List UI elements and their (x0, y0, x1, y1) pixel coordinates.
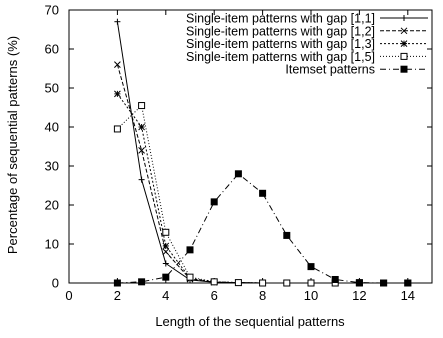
y-tick-label: 30 (45, 159, 59, 174)
data-point (259, 189, 267, 197)
legend-entry: Single-item patterns with gap [1,2] (186, 24, 428, 38)
data-point (113, 279, 121, 287)
data-point (210, 278, 218, 286)
series-line (116, 93, 408, 284)
data-point (331, 275, 339, 283)
legend-entry: Single-item patterns with gap [1,5] (186, 50, 428, 64)
x-tick-label: 6 (211, 288, 218, 303)
data-point (307, 279, 315, 287)
x-tick-label: 2 (114, 288, 121, 303)
data-point (113, 125, 121, 133)
data-point (162, 260, 169, 267)
legend-marker (401, 15, 407, 21)
legend-label: Itemset patterns (285, 63, 375, 77)
legend-label: Single-item patterns with gap [1,1] (186, 12, 375, 26)
data-point (234, 279, 242, 287)
data-point (186, 246, 194, 254)
data-point (210, 198, 218, 206)
y-axis-title: Percentage of sequential patterns (%) (5, 36, 20, 254)
series-line (116, 64, 408, 284)
series-group (113, 18, 412, 287)
legend-label: Single-item patterns with gap [1,3] (186, 37, 375, 51)
data-point (186, 273, 194, 281)
y-tick-label: 50 (45, 81, 59, 96)
x-tick-label: 4 (162, 288, 169, 303)
y-tick-label: 70 (45, 3, 59, 18)
data-point (404, 279, 412, 287)
x-axis-title: Length of the sequential patterns (155, 314, 345, 329)
data-point (283, 279, 291, 287)
data-point (114, 18, 121, 25)
y-tick-label: 60 (45, 42, 59, 57)
data-point (380, 279, 388, 287)
legend-marker (400, 52, 408, 60)
y-tick-label: 40 (45, 120, 59, 135)
legend-entry: Single-item patterns with gap [1,3] (186, 37, 428, 51)
data-point (114, 90, 121, 98)
legend-marker (400, 27, 408, 35)
data-point (307, 263, 315, 271)
data-point (283, 231, 291, 239)
y-tick-label: 20 (45, 198, 59, 213)
data-point (234, 170, 242, 178)
data-point (138, 278, 146, 286)
legend-marker (400, 40, 408, 47)
x-tick-label: 0 (65, 288, 72, 303)
series-5 (113, 170, 412, 287)
series-3 (114, 90, 412, 287)
legend-entry: Itemset patterns (285, 63, 428, 77)
x-tick-label: 14 (401, 288, 415, 303)
y-tick-label: 0 (52, 276, 59, 291)
y-tick-label: 10 (45, 237, 59, 252)
legend-marker (400, 65, 408, 73)
legend-entry: Single-item patterns with gap [1,1] (186, 12, 428, 26)
data-point (162, 273, 170, 281)
data-point (355, 279, 363, 287)
data-point (162, 228, 170, 236)
legend-label: Single-item patterns with gap [1,2] (186, 24, 375, 38)
data-point (114, 61, 121, 68)
data-point (259, 279, 267, 287)
x-tick-label: 12 (352, 288, 366, 303)
series-2 (114, 61, 412, 287)
data-point (138, 102, 146, 110)
data-point (138, 147, 145, 154)
data-point (162, 248, 170, 256)
data-point (138, 176, 145, 183)
data-point (138, 123, 145, 131)
data-point (162, 242, 170, 250)
x-tick-label: 8 (259, 288, 266, 303)
legend-label: Single-item patterns with gap [1,5] (186, 50, 375, 64)
legend: Single-item patterns with gap [1,1]Singl… (186, 12, 428, 77)
x-tick-label: 10 (304, 288, 318, 303)
